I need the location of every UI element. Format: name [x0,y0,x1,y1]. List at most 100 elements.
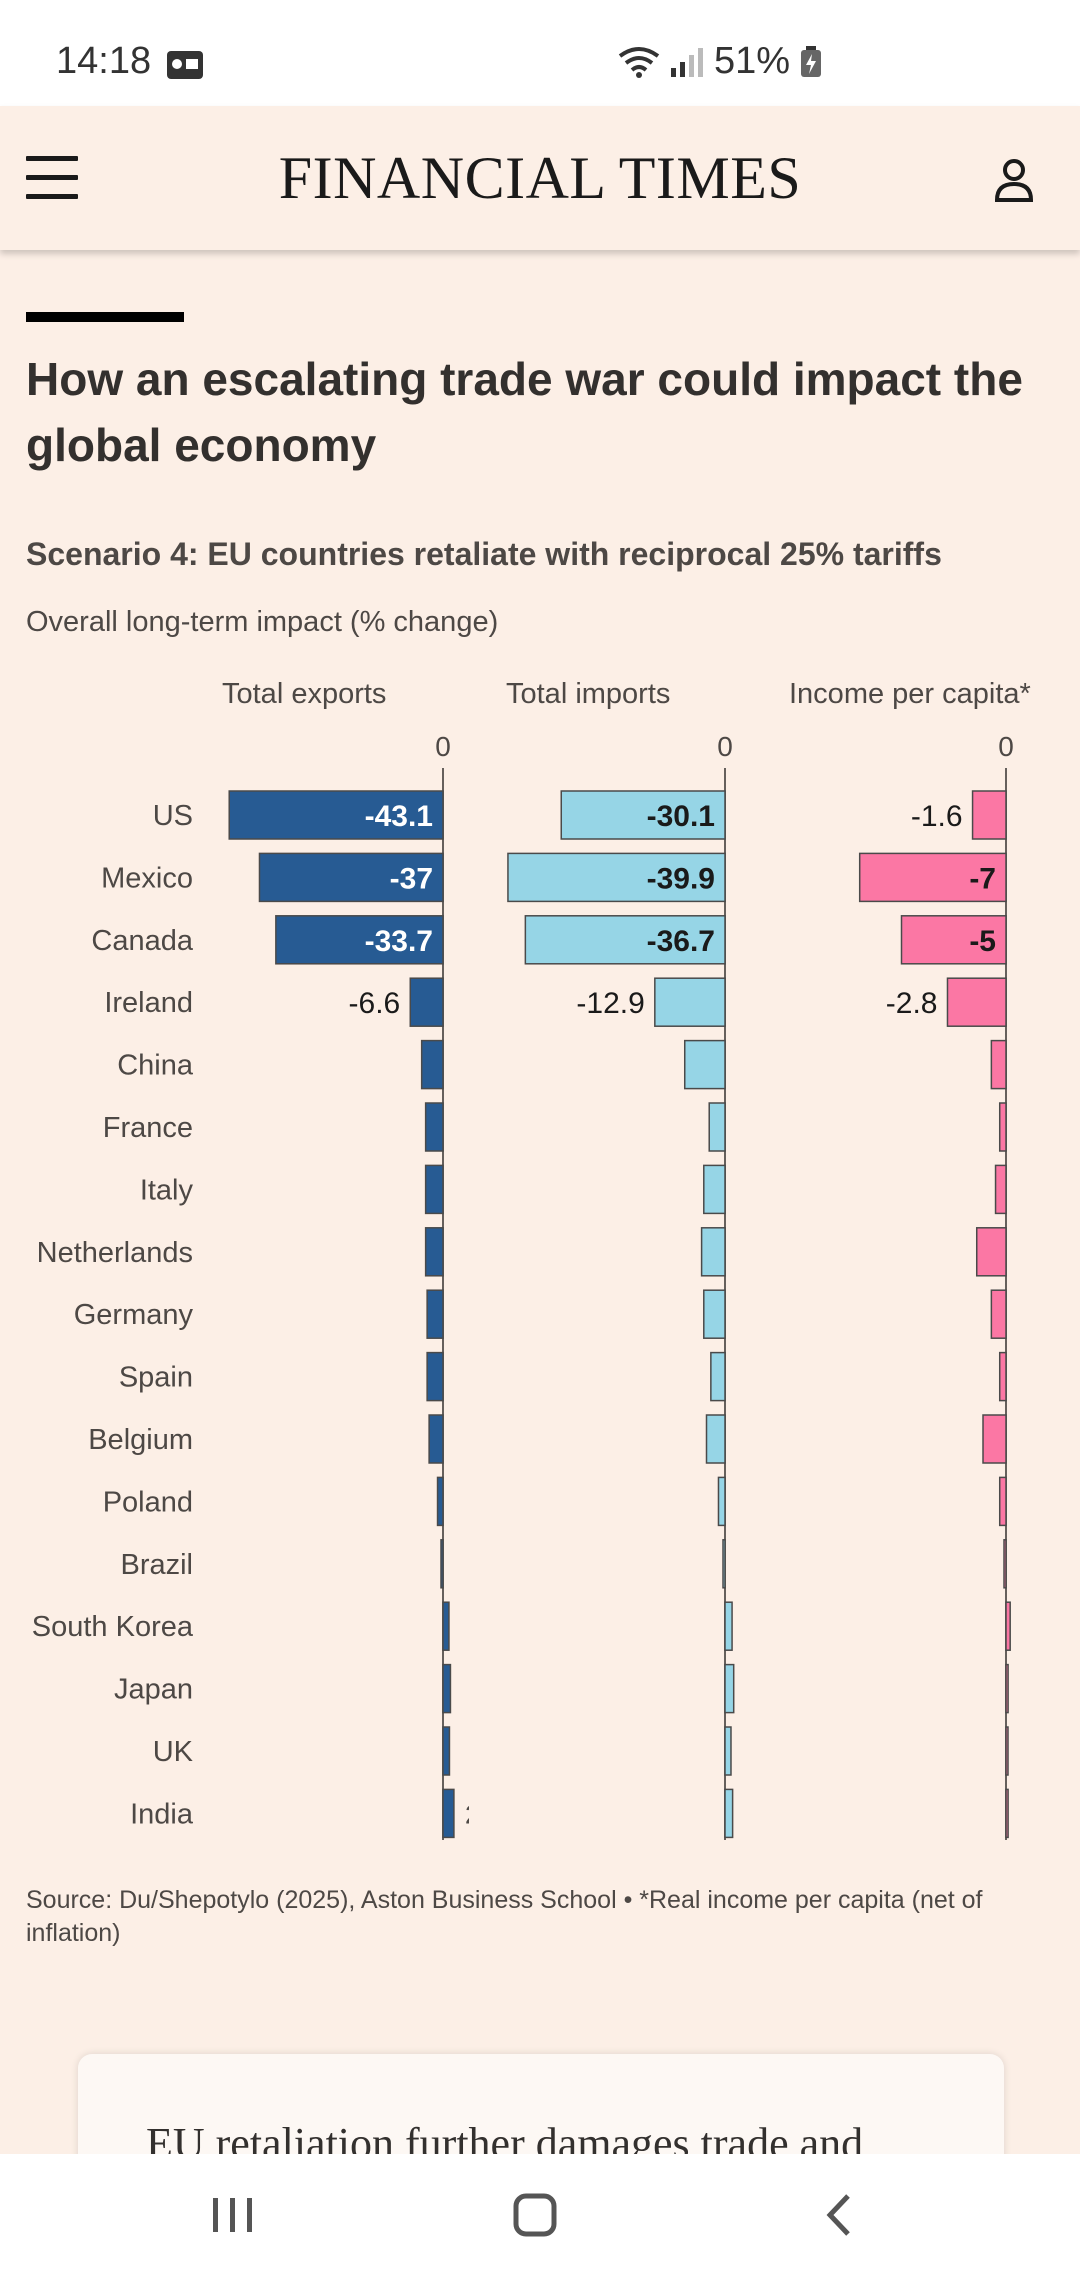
category-label: Belgium [88,1424,193,1456]
category-label: Netherlands [37,1237,193,1269]
bar [708,1102,726,1152]
zero-tick-label: 0 [717,731,733,762]
sim-card-icon [167,51,203,79]
category-label: South Korea [32,1611,194,1643]
back-icon[interactable] [818,2192,864,2238]
bar [722,1539,726,1589]
bar [1005,1726,1009,1776]
bar [717,1476,726,1527]
menu-icon [26,156,78,161]
category-label: UK [153,1736,194,1768]
battery-percent: 51% [714,40,791,82]
source-note: Source: Du/Shepotylo (2025), Aston Busin… [26,1886,983,1947]
category-label: US [153,800,193,832]
panel-heading: Income per capita* [789,678,1031,710]
bar [975,1227,1007,1277]
bar [228,790,444,840]
bar [424,1164,444,1215]
bar [724,1726,732,1776]
signal-icon [671,47,703,77]
brand-logo[interactable]: FINANCIAL TIMES [278,145,802,211]
bar [1003,1539,1007,1589]
data-label: -43.1 [365,800,433,833]
status-bar: 14:18 51% [0,0,1080,106]
panel-heading: Total imports [506,678,670,710]
bar [998,1351,1007,1402]
bar [424,1227,444,1277]
category-label: Ireland [104,987,193,1019]
partial-data-label: 2 [465,1799,479,1829]
bar [426,1351,444,1402]
bar [998,1102,1007,1152]
bar [442,1788,455,1839]
bar [1005,1663,1009,1714]
bar [442,1601,450,1651]
bar [703,1164,726,1215]
status-time: 14:18 [56,40,152,82]
section-rule [26,312,184,322]
bar [946,977,1007,1027]
status-indicators: 51% [618,40,822,83]
bar [724,1788,734,1839]
bar [994,1164,1007,1215]
bar [409,977,444,1027]
bar [724,1663,735,1714]
bar [1005,1788,1009,1839]
zero-tick-label: 0 [435,731,451,762]
bar [524,915,726,965]
menu-button[interactable] [26,156,78,200]
bar [436,1476,444,1527]
data-label: -36.7 [647,925,715,958]
data-label: -1.6 [911,800,963,833]
bar [703,1289,726,1339]
bar [900,915,1007,965]
recent-apps-icon[interactable] [210,2192,256,2238]
zero-tick-label: 0 [998,731,1014,762]
wifi-icon [618,46,660,78]
chart-subtitle: Overall long-term impact (% change) [26,606,499,638]
bar [428,1414,444,1464]
category-label: France [103,1112,193,1144]
data-label: -39.9 [647,862,715,895]
bar [990,1039,1007,1090]
category-label: Spain [119,1362,193,1394]
bar [424,1102,444,1152]
account-icon[interactable] [992,156,1036,204]
bar [440,1539,444,1589]
bar [724,1601,733,1651]
bar [426,1289,444,1339]
bar [998,1476,1007,1527]
category-label: Brazil [120,1549,193,1581]
navigation-bar [0,2154,1080,2280]
home-icon[interactable] [512,2192,558,2238]
category-label: Italy [140,1174,194,1206]
data-label: -6.6 [349,987,401,1020]
bar [683,1039,726,1090]
category-label: Poland [103,1486,193,1518]
bar [442,1663,452,1714]
data-label: -30.1 [647,800,715,833]
category-label: Mexico [101,862,193,894]
bar-chart: Total exports 0 Total imports 0 Income per c… [32,678,1031,1840]
bar [442,1726,451,1776]
bar [507,852,726,903]
battery-icon [801,45,822,77]
category-label: China [117,1050,194,1082]
category-label: India [130,1798,194,1830]
bar [858,852,1007,903]
site-header: FINANCIAL TIMES [0,106,1080,250]
bar [700,1227,726,1277]
data-label: -2.8 [886,987,938,1020]
chart-title: Scenario 4: EU countries retaliate with … [26,536,942,572]
category-label: Japan [114,1674,193,1706]
bar [1005,1601,1011,1651]
bar [705,1414,726,1464]
article-headline: How an escalating trade war could impact… [26,353,1023,471]
bar [982,1414,1007,1464]
bar [560,790,726,840]
data-label: -33.7 [365,925,433,958]
bar [654,977,726,1027]
data-label: -12.9 [576,987,644,1020]
panel-heading: Total exports [222,678,386,710]
data-label: -7 [969,862,996,895]
